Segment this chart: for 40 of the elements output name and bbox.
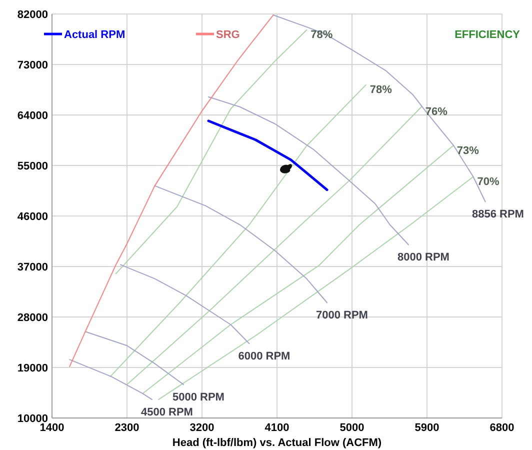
x-tick-label: 1400: [40, 422, 64, 434]
x-tick-label: 3200: [190, 422, 214, 434]
series-label: 78%: [310, 28, 333, 41]
line-series: [84, 331, 184, 386]
x-axis-title: Head (ft-lbf/lbm) vs. Actual Flow (ACFM): [172, 437, 382, 449]
y-tick-label: 46000: [17, 211, 48, 223]
series-label: 76%: [425, 106, 448, 118]
y-tick-label: 82000: [17, 9, 48, 21]
line-series: [208, 96, 409, 246]
series-label: 78%: [370, 84, 392, 96]
x-tick-label: 5900: [414, 422, 440, 434]
x-tick-label: 6800: [490, 422, 514, 434]
line-series: [142, 145, 454, 394]
line-series: [69, 359, 152, 400]
series-label: 8000 RPM: [398, 252, 450, 264]
series-label: 7000 RPM: [316, 310, 368, 322]
series-label: 73%: [456, 144, 480, 157]
series-label: 5000 RPM: [172, 392, 224, 404]
line-series: [110, 84, 366, 378]
series-label: 8856 RPM: [472, 208, 524, 221]
series-label: 4500 RPM: [141, 406, 193, 419]
y-tick-label: 64000: [17, 110, 48, 122]
line-series: [207, 120, 328, 192]
series-label: 70%: [477, 176, 500, 188]
x-tick-label: 2300: [114, 422, 140, 434]
line-series: [158, 176, 474, 400]
y-tick-label: 73000: [17, 60, 48, 72]
y-tick-label: 19000: [17, 362, 48, 374]
line-series: [126, 106, 422, 386]
x-tick-label: 4100: [264, 422, 290, 434]
y-tick-label: 37000: [17, 262, 48, 274]
line-series: [154, 185, 328, 304]
line-series: [120, 264, 250, 344]
y-tick-label: 55000: [17, 160, 48, 172]
x-tick-label: 5000: [340, 422, 364, 434]
annotation: EFFICIENCY: [454, 29, 521, 41]
y-tick-label: 28000: [17, 312, 48, 324]
legend-label: SRG: [216, 29, 240, 41]
series-label: 6000 RPM: [238, 350, 290, 363]
legend-label: Actual RPM: [64, 29, 126, 41]
